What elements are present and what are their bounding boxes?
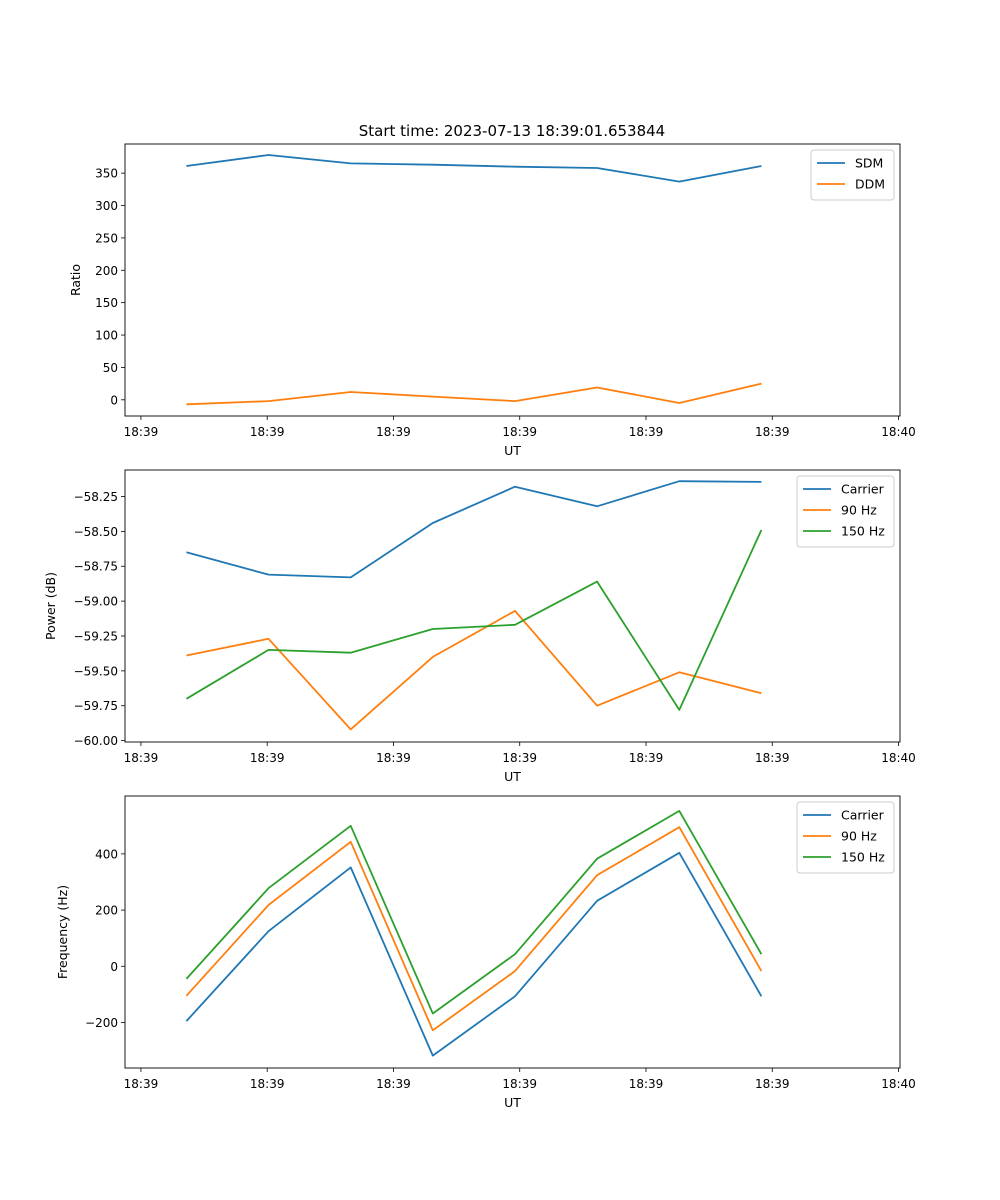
x-tick-label: 18:39 [376,1077,411,1091]
x-tick-label: 18:39 [755,1077,790,1091]
y-tick-label: −58.75 [74,560,118,574]
y-tick-label: 0 [110,393,118,407]
series-line-ddm [186,382,762,406]
y-tick-label: −59.75 [74,699,118,713]
legend: Carrier 90 Hz 150 Hz [796,475,895,548]
y-tick-label: 100 [95,329,118,343]
legend-frame [796,801,895,874]
x-tick-label: 18:39 [629,425,664,439]
y-tick-label: 50 [103,361,118,375]
y-tick-label: 300 [95,199,118,213]
series-line-sdm [186,154,762,183]
x-tick-label: 18:39 [502,751,537,765]
y-tick-label: −59.00 [74,595,118,609]
y-tick-label: 0 [110,960,118,974]
plot-frame [124,469,901,743]
y-tick-label: −58.25 [74,490,118,504]
series-line-90-hz [186,610,762,731]
series-line-150-hz [185,810,763,1015]
subplots: 18:39 18:39 18:39 18:39 18:39 18:39 18:40 0 50 10… [43,143,916,1110]
legend: SDM DDM [810,149,895,201]
x-tick-label: 18:39 [755,751,790,765]
y-tick-label: 200 [95,904,118,918]
x-axis-label: UT [504,443,521,458]
y-tick-label: −59.50 [74,664,118,678]
x-tick-label: 18:39 [502,1077,537,1091]
subplot-3: 18:39 18:39 18:39 18:39 18:39 18:39 18:40 −200 0… [55,795,916,1110]
x-tick-label: 18:40 [881,425,916,439]
x-tick-label: 18:39 [376,751,411,765]
y-tick-label: 250 [95,231,118,245]
x-tick-label: 18:39 [376,425,411,439]
y-tick-label: 350 [95,167,118,181]
legend-label: Carrier [841,808,885,823]
subplot-2: 18:39 18:39 18:39 18:39 18:39 18:39 18:40 −60.0… [43,469,916,784]
series-line-150-hz [185,529,763,711]
legend-label: SDM [855,156,883,171]
legend-label: 90 Hz [841,829,877,844]
x-axis-label: UT [504,769,521,784]
x-tick-label: 18:40 [881,1077,916,1091]
plot-frame [124,795,901,1069]
x-tick-label: 18:39 [755,425,790,439]
legend-frame [796,475,895,548]
x-tick-label: 18:39 [250,425,285,439]
x-tick-label: 18:39 [629,751,664,765]
legend: Carrier 90 Hz 150 Hz [796,801,895,874]
y-tick-label: −60.00 [74,734,118,748]
legend-label: 150 Hz [841,524,885,539]
x-tick-label: 18:39 [629,1077,664,1091]
x-tick-label: 18:39 [250,1077,285,1091]
x-tick-label: 18:39 [124,751,159,765]
y-tick-label: −59.25 [74,629,118,643]
x-tick-label: 18:39 [502,425,537,439]
legend-label: 150 Hz [841,850,885,865]
y-tick-label: 400 [95,847,118,861]
y-axis-label: Ratio [68,264,83,296]
y-tick-label: 150 [95,296,118,310]
y-axis-label: Frequency (Hz) [55,885,70,979]
y-tick-label: −58.50 [74,525,118,539]
legend-label: DDM [855,177,885,192]
plot-frame [124,143,901,417]
series-line-carrier [185,851,763,1057]
legend-label: 90 Hz [841,503,877,518]
legend-label: Carrier [841,482,885,497]
series-line-carrier [186,480,762,579]
x-tick-label: 18:39 [124,425,159,439]
y-axis-label: Power (dB) [43,572,58,640]
subplot-1: 18:39 18:39 18:39 18:39 18:39 18:39 18:40 0 50 10… [68,143,916,458]
x-axis-label: UT [504,1095,521,1110]
x-tick-label: 18:40 [881,751,916,765]
series-line-90-hz [185,826,763,1032]
y-tick-label: −200 [85,1016,118,1030]
figure-title: Start time: 2023-07-13 18:39:01.653844 [359,122,665,140]
y-tick-label: 200 [95,264,118,278]
x-tick-label: 18:39 [250,751,285,765]
x-tick-label: 18:39 [124,1077,159,1091]
